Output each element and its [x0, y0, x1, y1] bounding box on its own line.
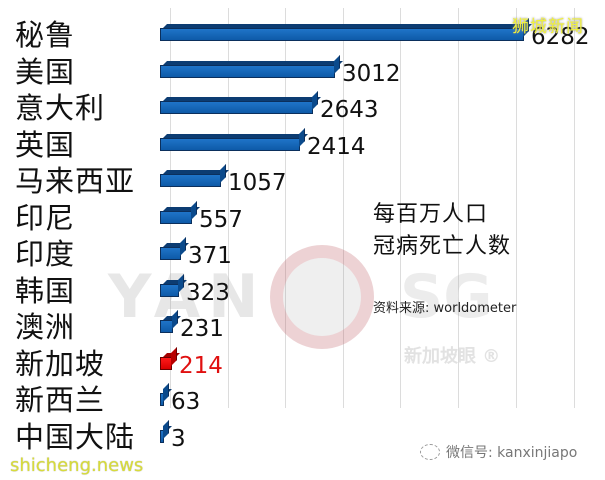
- watermark-shicheng-url: shicheng.news: [10, 455, 144, 476]
- category-label: 韩国: [15, 273, 76, 308]
- bar-side-face: [191, 200, 197, 220]
- category-label: 美国: [15, 54, 76, 89]
- category-label: 马来西亚: [15, 164, 136, 198]
- value-label: 323: [186, 279, 230, 306]
- value-label: 557: [199, 206, 243, 233]
- bar: [160, 346, 180, 370]
- gridline: [285, 8, 286, 408]
- category-label: 英国: [15, 127, 76, 162]
- value-label: 2643: [320, 97, 379, 123]
- category-label: 澳洲: [15, 310, 76, 344]
- bar: [160, 127, 308, 151]
- bar: [160, 419, 172, 443]
- bar-side-face: [220, 164, 226, 183]
- wechat-icon: [420, 444, 440, 460]
- watermark-logo-icon: [270, 245, 374, 349]
- category-label: 新西兰: [15, 383, 106, 417]
- chart-title-line1: 每百万人口: [373, 202, 489, 227]
- wechat-id: 微信号: kanxinjiapo: [420, 442, 577, 462]
- bar: [160, 310, 181, 333]
- bar-side-face: [334, 54, 340, 74]
- bar-side-face: [163, 419, 169, 439]
- bar: [160, 54, 343, 78]
- value-label: 231: [180, 316, 224, 342]
- value-label: 371: [188, 243, 232, 269]
- value-label: 2414: [307, 133, 366, 160]
- bar: [160, 18, 532, 41]
- category-label: 中国大陆: [15, 419, 136, 454]
- gridline: [574, 8, 575, 408]
- value-label: 214: [179, 352, 223, 379]
- bar-side-face: [171, 346, 177, 366]
- watermark-brand: 新加坡眼 ®: [404, 346, 501, 367]
- data-source: 资料来源: worldometer: [373, 301, 517, 316]
- category-label: 新加坡: [15, 346, 106, 381]
- category-label: 印尼: [15, 200, 76, 235]
- watermark-sg: SG: [400, 262, 493, 332]
- bar-top-face: [163, 133, 308, 138]
- bar: [160, 91, 321, 114]
- value-label: 3: [171, 425, 186, 452]
- bar: [160, 273, 187, 297]
- bar: [160, 383, 172, 406]
- value-label: 63: [171, 389, 201, 415]
- bar-top-face: [163, 24, 532, 28]
- bar: [160, 164, 229, 187]
- wechat-label: 微信号: kanxinjiapo: [446, 445, 578, 461]
- category-label: 意大利: [15, 91, 106, 125]
- value-label: 3012: [342, 60, 401, 87]
- gridline: [228, 8, 229, 408]
- chart-title-line2: 冠病死亡人数: [373, 234, 512, 259]
- gridline: [343, 8, 344, 408]
- bar: [160, 237, 189, 260]
- category-label: 印度: [15, 237, 76, 271]
- watermark-shicheng-cn: 狮城新闻: [512, 17, 584, 37]
- bar-top-face: [163, 97, 321, 101]
- category-label: 秘鲁: [15, 18, 76, 52]
- gridline: [458, 8, 459, 408]
- bar: [160, 200, 200, 224]
- bar-top-face: [163, 60, 343, 65]
- bar-side-face: [163, 383, 169, 402]
- value-label: 6282: [531, 24, 590, 50]
- bar-side-face: [312, 91, 318, 110]
- gridline: [516, 8, 517, 408]
- value-label: 1057: [228, 170, 287, 196]
- bar-side-face: [299, 127, 305, 147]
- gridline: [400, 8, 401, 408]
- bar-side-face: [180, 237, 186, 256]
